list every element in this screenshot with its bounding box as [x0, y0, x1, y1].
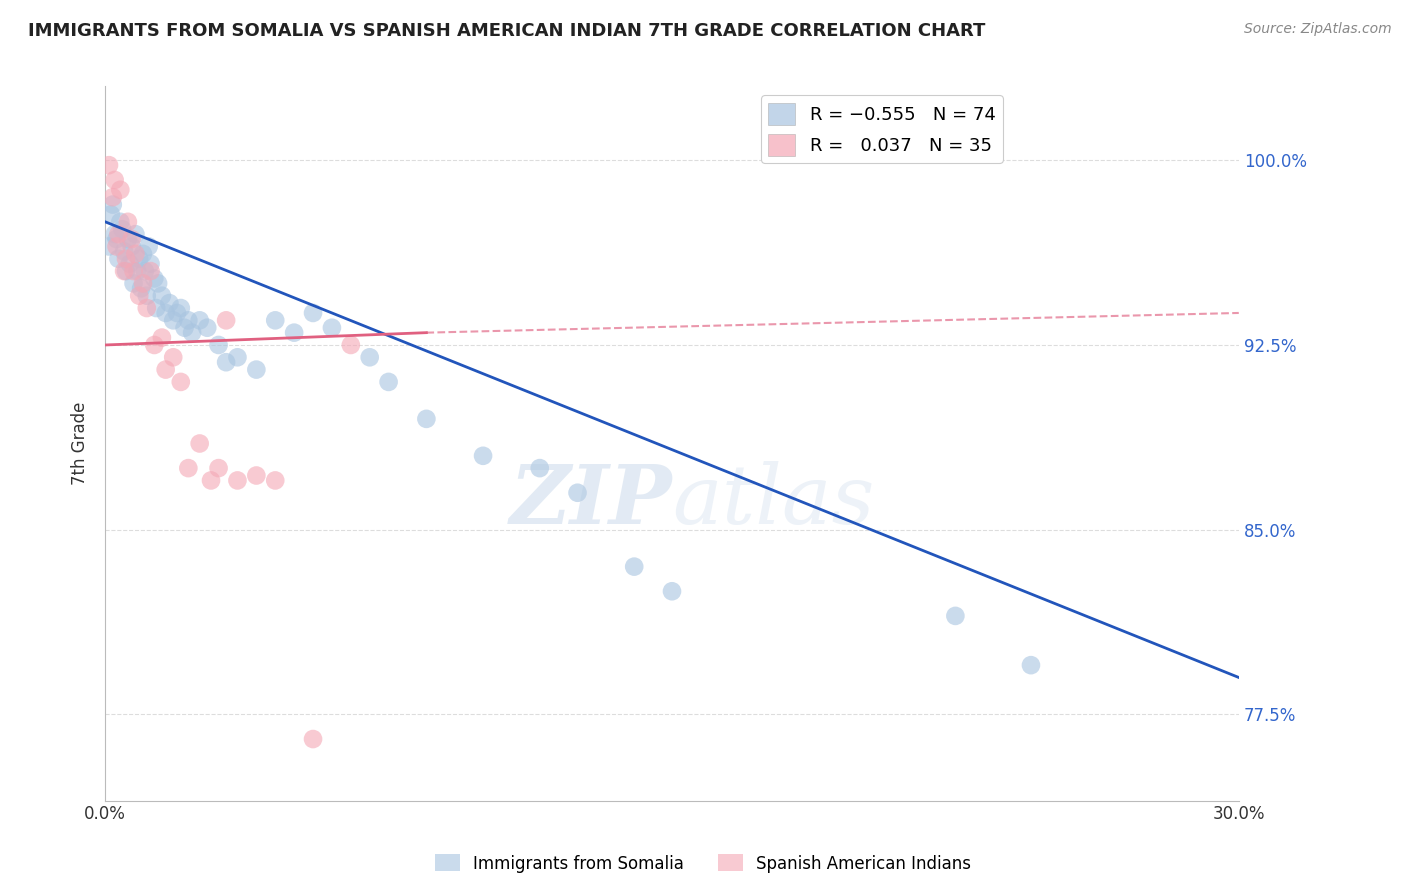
- Point: [110, 215, 132, 229]
- Point: [226, 351, 249, 365]
- Point: [135, 301, 157, 315]
- Point: [264, 474, 287, 488]
- Point: [377, 375, 399, 389]
- Point: [162, 313, 184, 327]
- Point: [139, 257, 162, 271]
- Point: [264, 313, 287, 327]
- Point: [121, 239, 143, 253]
- Text: IMMIGRANTS FROM SOMALIA VS SPANISH AMERICAN INDIAN 7TH GRADE CORRELATION CHART: IMMIGRANTS FROM SOMALIA VS SPANISH AMERI…: [28, 22, 986, 40]
- Point: [155, 362, 177, 376]
- Point: [117, 215, 139, 229]
- Point: [143, 338, 166, 352]
- Point: [105, 239, 128, 253]
- Point: [105, 232, 128, 246]
- Point: [124, 227, 146, 241]
- Point: [112, 264, 135, 278]
- Point: [415, 412, 437, 426]
- Point: [117, 232, 139, 246]
- Point: [177, 461, 200, 475]
- Point: [245, 468, 267, 483]
- Point: [1019, 658, 1042, 673]
- Point: [181, 326, 204, 340]
- Point: [121, 232, 143, 246]
- Point: [122, 264, 145, 278]
- Point: [112, 244, 135, 259]
- Point: [226, 474, 249, 488]
- Point: [321, 320, 343, 334]
- Point: [150, 289, 173, 303]
- Point: [170, 375, 193, 389]
- Point: [207, 338, 229, 352]
- Text: ZIP: ZIP: [509, 460, 672, 541]
- Legend: R = −0.555   N = 74, R =   0.037   N = 35: R = −0.555 N = 74, R = 0.037 N = 35: [761, 95, 1002, 163]
- Point: [200, 474, 222, 488]
- Point: [207, 461, 229, 475]
- Text: atlas: atlas: [672, 460, 875, 541]
- Point: [124, 247, 146, 261]
- Point: [215, 355, 238, 369]
- Point: [150, 330, 173, 344]
- Point: [104, 227, 127, 241]
- Point: [127, 264, 149, 278]
- Point: [98, 158, 121, 172]
- Point: [129, 281, 152, 295]
- Point: [245, 362, 267, 376]
- Point: [146, 277, 169, 291]
- Point: [132, 247, 155, 261]
- Point: [359, 351, 381, 365]
- Point: [173, 320, 195, 334]
- Point: [162, 351, 184, 365]
- Legend: Immigrants from Somalia, Spanish American Indians: Immigrants from Somalia, Spanish America…: [429, 847, 977, 880]
- Point: [110, 183, 132, 197]
- Point: [122, 277, 145, 291]
- Point: [107, 252, 129, 266]
- Point: [661, 584, 683, 599]
- Point: [104, 173, 127, 187]
- Point: [302, 306, 325, 320]
- Point: [529, 461, 551, 475]
- Point: [128, 289, 150, 303]
- Point: [472, 449, 495, 463]
- Point: [132, 277, 155, 291]
- Point: [215, 313, 238, 327]
- Point: [195, 320, 218, 334]
- Point: [111, 222, 134, 236]
- Point: [143, 271, 166, 285]
- Point: [159, 296, 181, 310]
- Point: [623, 559, 645, 574]
- Point: [340, 338, 363, 352]
- Point: [118, 257, 141, 271]
- Point: [188, 436, 211, 450]
- Point: [107, 227, 129, 241]
- Y-axis label: 7th Grade: 7th Grade: [72, 401, 89, 485]
- Point: [145, 301, 167, 315]
- Point: [100, 207, 122, 221]
- Point: [177, 313, 200, 327]
- Point: [135, 289, 157, 303]
- Point: [567, 485, 589, 500]
- Point: [945, 608, 967, 623]
- Point: [134, 264, 156, 278]
- Point: [139, 264, 162, 278]
- Point: [283, 326, 305, 340]
- Point: [166, 306, 188, 320]
- Point: [128, 252, 150, 266]
- Point: [115, 252, 138, 266]
- Point: [302, 732, 325, 747]
- Point: [138, 239, 160, 253]
- Text: Source: ZipAtlas.com: Source: ZipAtlas.com: [1244, 22, 1392, 37]
- Point: [155, 306, 177, 320]
- Point: [170, 301, 193, 315]
- Point: [115, 264, 138, 278]
- Point: [98, 239, 121, 253]
- Point: [188, 313, 211, 327]
- Point: [101, 197, 124, 211]
- Point: [101, 190, 124, 204]
